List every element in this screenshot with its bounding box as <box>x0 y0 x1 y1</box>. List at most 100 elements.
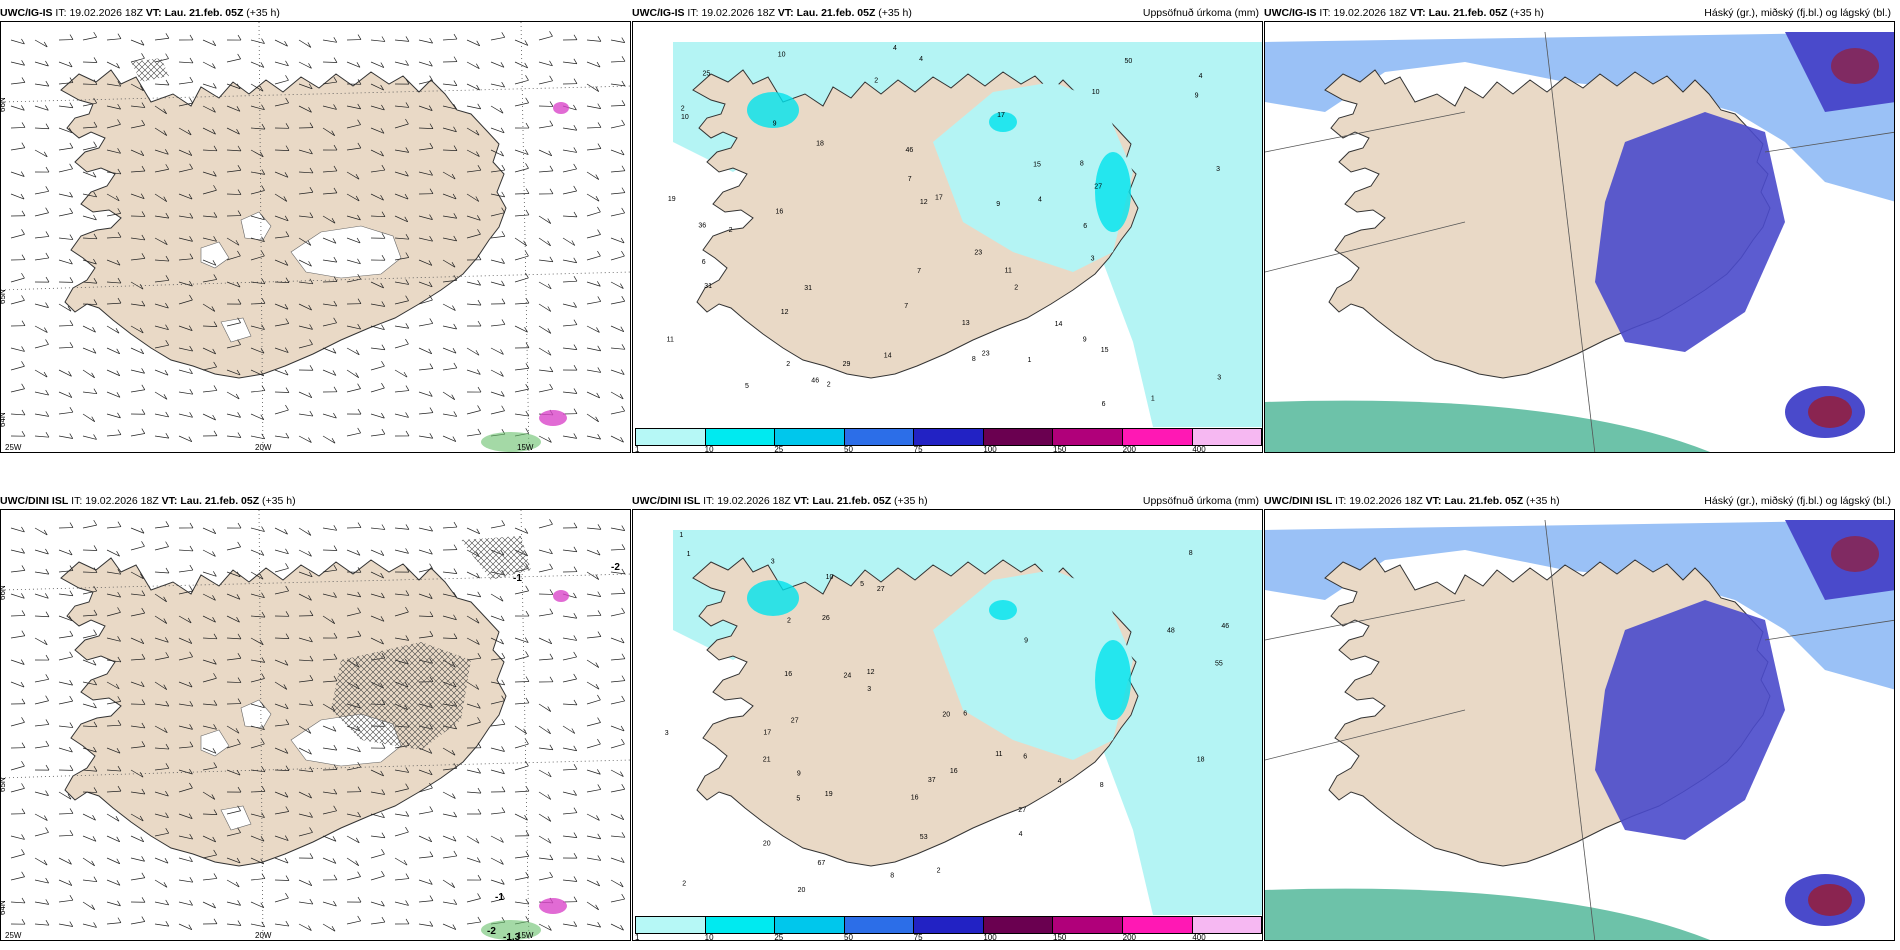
lead-time: (+35 h) <box>1510 7 1544 19</box>
precip-value: 9 <box>1024 638 1028 645</box>
precip-value: 12 <box>920 199 928 206</box>
precip-value: 15 <box>1033 162 1041 169</box>
precip-value: 27 <box>791 717 799 724</box>
precip-value: 4 <box>919 56 923 63</box>
map-precip[interactable]: 1 1 3 8 46 27 27 19 2 4 5 6 20 21 37 24 16 20 26 12 55 53 67 27… <box>632 509 1263 941</box>
colorbar-swatch <box>844 917 915 933</box>
precip-value: 27 <box>1018 807 1026 814</box>
precip-value: 48 <box>1167 628 1175 635</box>
map-wind[interactable]: 66N 65N 64N 25W 20W 15W <box>0 21 631 453</box>
colorbar-swatch <box>844 429 915 445</box>
precip-value: 53 <box>920 834 928 841</box>
clouds-map-svg <box>1265 510 1894 940</box>
precip-value: 18 <box>1197 756 1205 763</box>
precip-value: 2 <box>937 868 941 875</box>
lon-label: 15W <box>517 443 534 452</box>
precip-value: 16 <box>950 768 958 775</box>
precip-value: 21 <box>763 757 771 764</box>
lead-time: (+35 h) <box>246 7 280 19</box>
glacier <box>220 805 252 831</box>
precip-value: 18 <box>816 141 824 148</box>
colorbar-swatch <box>636 429 706 445</box>
it-value: 19.02.2026 18Z <box>1349 495 1423 507</box>
precip-value: 3 <box>1216 166 1220 173</box>
colorbar-swatch <box>775 917 845 933</box>
precip-value: 1 <box>687 551 691 558</box>
precip-value: 11 <box>667 336 674 343</box>
precip-value: 14 <box>1055 321 1063 328</box>
lat-label: 66N <box>1 97 7 112</box>
precip-value: 1 <box>679 532 683 539</box>
panel-clouds-igis: UWC/IG-IS IT: 19.02.2026 18Z VT: Lau. 21… <box>1264 6 1895 453</box>
precip-green-blob <box>481 432 541 452</box>
precip-value: 9 <box>1195 93 1199 100</box>
colorbar-label: 50 <box>844 445 853 453</box>
it-value: 19.02.2026 18Z <box>701 7 775 19</box>
precip-value: 9 <box>773 121 777 128</box>
colorbar-label: 400 <box>1192 445 1206 453</box>
lat-label: 64N <box>1 900 7 915</box>
precip-value: 26 <box>822 615 830 622</box>
precip-value: 27 <box>1094 183 1102 190</box>
hatched-area <box>461 536 531 580</box>
colorbar-label: 100 <box>983 933 997 941</box>
iceland-landmass <box>60 69 507 379</box>
colorbar-swatches <box>635 916 1262 934</box>
panel-precip-igis: UWC/IG-IS IT: 19.02.2026 18Z VT: Lau. 21… <box>632 6 1263 453</box>
colorbar-swatch <box>983 429 1054 445</box>
precip-value: 46 <box>906 147 914 154</box>
wind-max-blob <box>553 102 569 114</box>
panel-header: UWC/IG-IS IT: 19.02.2026 18Z VT: Lau. 21… <box>0 6 631 21</box>
high-cloud <box>1831 536 1879 572</box>
precip-value: 17 <box>763 730 771 737</box>
model-name: UWC/IG-IS <box>0 7 53 19</box>
precip-value: 8 <box>1080 160 1084 167</box>
precip-value: 6 <box>702 259 706 266</box>
precip-value: 31 <box>704 283 712 290</box>
colorbar-label: 1 <box>635 445 640 453</box>
map-title: Háský (gr.), miðský (fj.bl.) og lágský (… <box>1704 495 1891 507</box>
precip-value: 20 <box>942 712 950 719</box>
map-clouds[interactable] <box>1264 509 1895 941</box>
colorbar-swatch <box>636 917 706 933</box>
precip-value: 5 <box>860 581 864 588</box>
green-band <box>1265 400 1710 452</box>
precip-value: 3 <box>665 730 669 737</box>
precip-value: 4 <box>1199 73 1203 80</box>
low-cloud <box>1265 520 1894 690</box>
precip-value: 12 <box>781 309 789 316</box>
lead-time: (+35 h) <box>894 495 928 507</box>
precip-value: 3 <box>1217 375 1221 382</box>
lat-label: 66N <box>1 585 7 600</box>
it-value: 19.02.2026 18Z <box>69 7 143 19</box>
precip-value: 2 <box>874 77 878 84</box>
map-precip[interactable]: 19 4 8 4 2 1 2 17 46 50 17 3 4 10 9 12 23 36 23 7 14 15 9 7 2 12 1… <box>632 21 1263 453</box>
it-label: IT: <box>703 495 715 507</box>
colorbar-swatch <box>1122 429 1193 445</box>
lead-time: (+35 h) <box>878 7 912 19</box>
colorbar-swatch <box>983 917 1054 933</box>
wind-map-svg: 66N 65N 64N 25W 20W 15W -1 -1 -2 -1.3 -2 <box>1 510 630 941</box>
map-wind[interactable]: 66N 65N 64N 25W 20W 15W -1 -1 -2 -1.3 -2 <box>0 509 631 941</box>
map-clouds[interactable] <box>1264 21 1895 453</box>
wind-max-blob <box>539 898 567 914</box>
vt-label: VT: <box>1409 7 1426 19</box>
precip-value: 2 <box>786 361 790 368</box>
precip-value: 9 <box>996 201 1000 208</box>
lon-label: 20W <box>255 443 272 452</box>
precip-value: 2 <box>827 382 831 389</box>
precip-value: 8 <box>890 873 894 880</box>
it-label: IT: <box>71 495 83 507</box>
pressure-label: -1.3 <box>503 932 521 941</box>
wind-max-blob <box>553 590 569 602</box>
lead-time: (+35 h) <box>1526 495 1560 507</box>
precip-value: 3 <box>771 559 775 566</box>
map-title: Háský (gr.), miðský (fj.bl.) og lágský (… <box>1704 7 1891 19</box>
precip-colorbar: 1 10 25 50 75 100 150 200 400 <box>633 914 1262 941</box>
precip-value: 4 <box>1019 831 1023 838</box>
colorbar-swatch <box>1122 917 1193 933</box>
colorbar-swatch <box>775 429 845 445</box>
precip-value: 27 <box>877 586 885 593</box>
colorbar-label: 75 <box>913 933 923 941</box>
colorbar-label: 10 <box>704 933 714 941</box>
